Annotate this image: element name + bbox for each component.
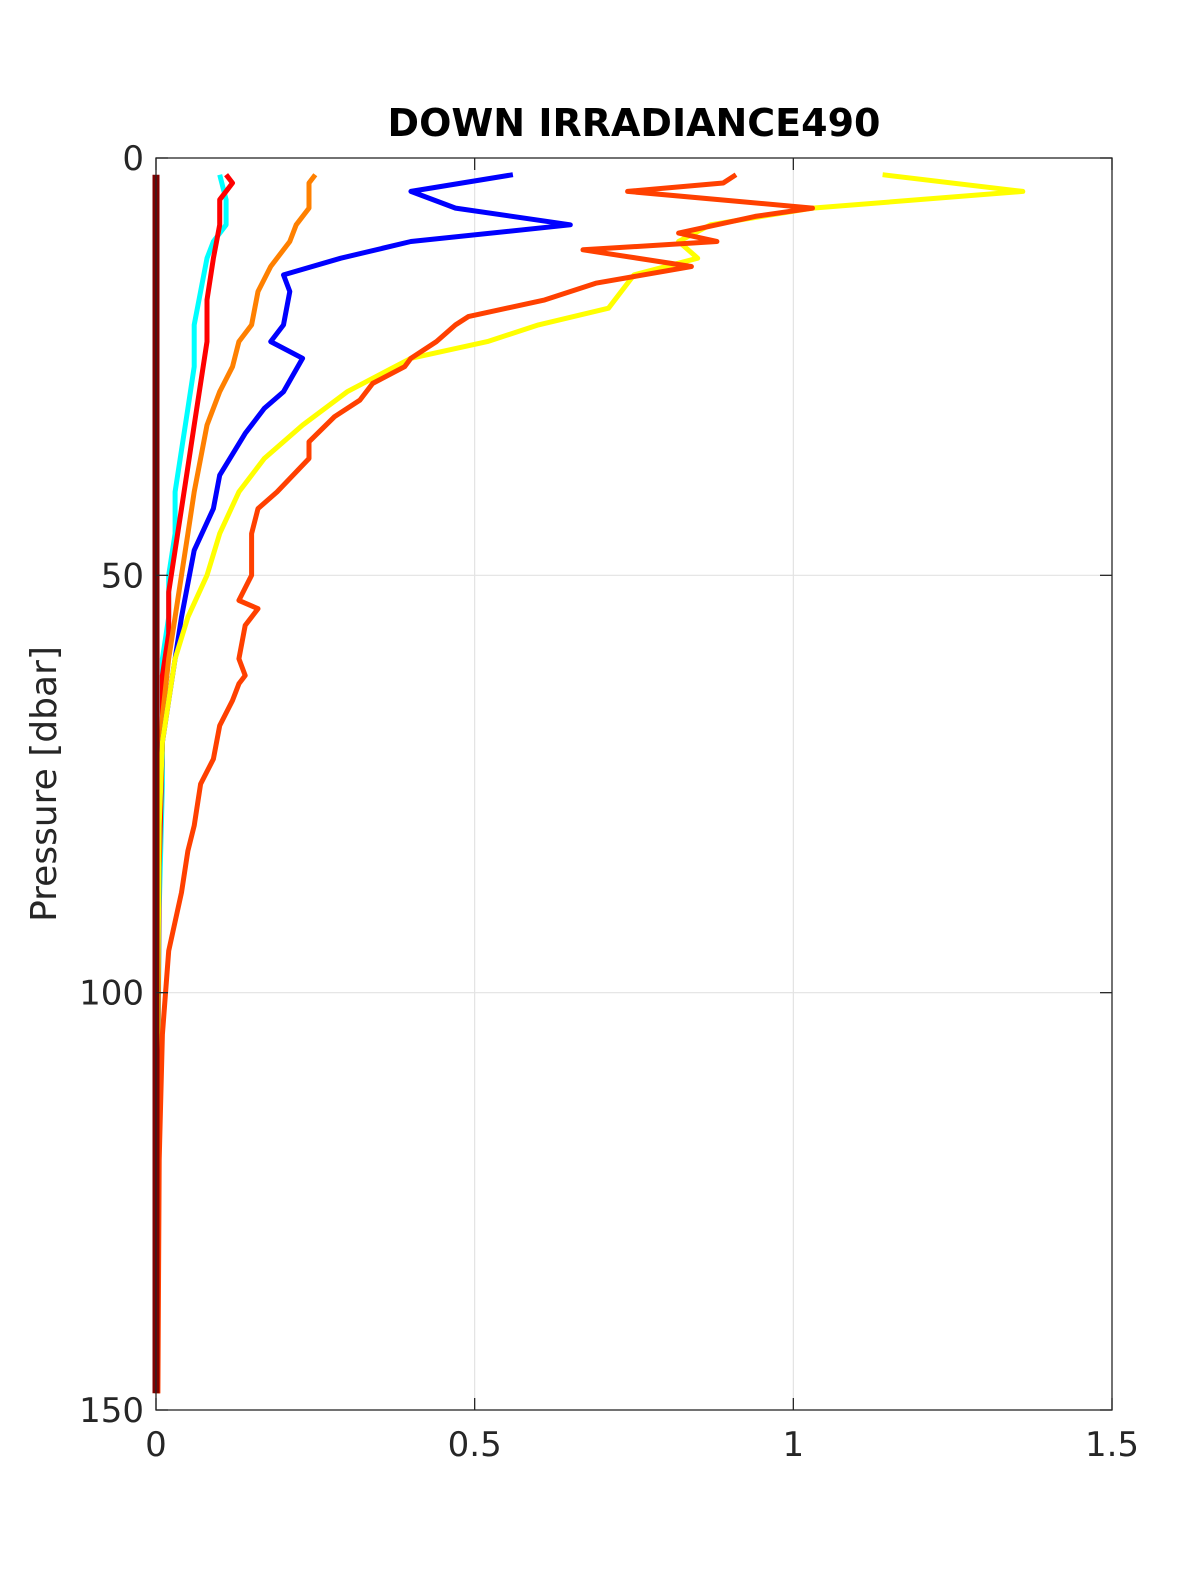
series-line-6 xyxy=(155,172,815,1394)
series-line-3 xyxy=(154,173,318,1394)
y-tick-label: 0 xyxy=(122,139,144,179)
series-line-5 xyxy=(154,172,1026,1394)
y-tick-label: 50 xyxy=(101,556,144,596)
y-axis-label: Pressure [dbar] xyxy=(24,646,65,922)
tick-marks xyxy=(155,157,1113,1411)
x-tick-label: 1 xyxy=(783,1425,805,1465)
grid-lines xyxy=(156,158,1112,1410)
y-tick-label: 100 xyxy=(79,974,144,1014)
x-tick-label: 0 xyxy=(145,1425,167,1465)
chart-title: DOWN IRRADIANCE490 xyxy=(388,101,881,145)
x-tick-label: 0.5 xyxy=(448,1425,502,1465)
y-tick-labels: 0 50 100 150 xyxy=(79,139,144,1431)
plot-background xyxy=(156,158,1112,1410)
plot-frame xyxy=(155,157,1113,1411)
x-tick-labels: 0 0.5 1 1.5 xyxy=(145,1425,1139,1465)
y-tick-label: 150 xyxy=(79,1391,144,1431)
x-tick-label: 1.5 xyxy=(1085,1425,1139,1465)
